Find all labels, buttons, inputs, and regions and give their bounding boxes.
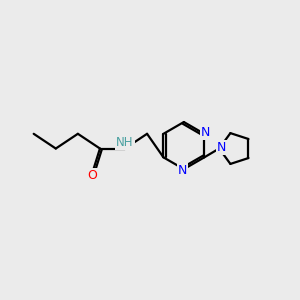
- Text: N: N: [178, 164, 187, 177]
- Text: N: N: [201, 126, 210, 139]
- Text: NH: NH: [116, 136, 134, 149]
- Text: N: N: [217, 141, 226, 154]
- Text: O: O: [88, 169, 98, 182]
